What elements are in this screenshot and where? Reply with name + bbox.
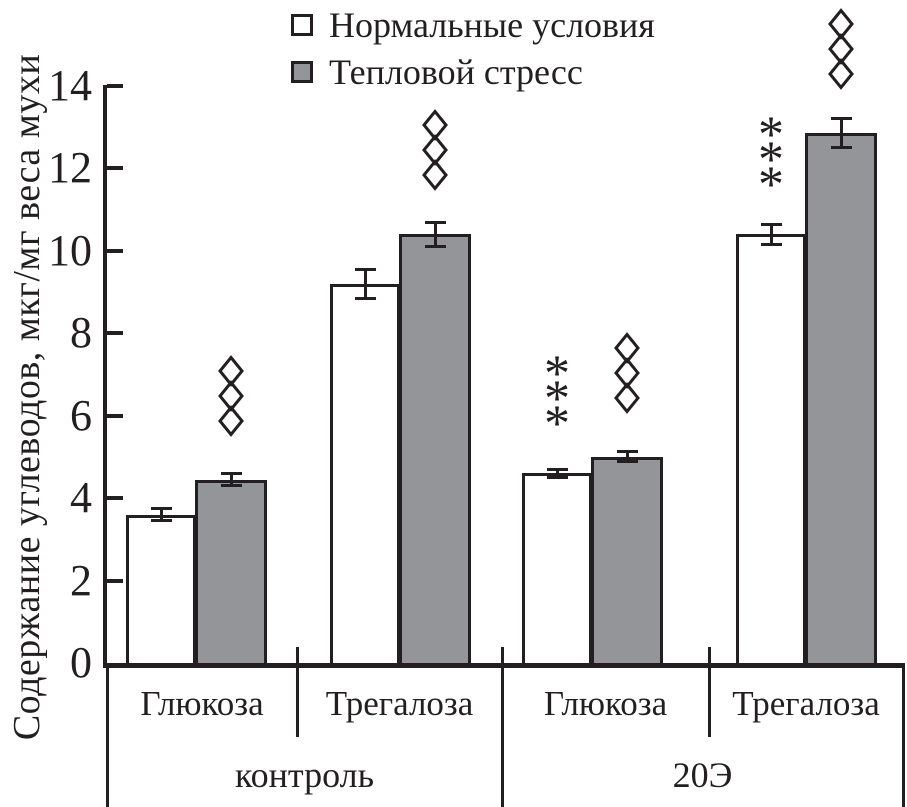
y-tick xyxy=(107,413,123,418)
error-bar-line xyxy=(625,451,629,462)
error-bar-cap-bottom xyxy=(424,245,446,249)
category-label-2: Глюкоза xyxy=(543,684,668,723)
error-bar-cap-top xyxy=(220,471,242,475)
y-tick-label: 12 xyxy=(48,143,92,193)
y-tick xyxy=(107,578,123,583)
table-divider-full xyxy=(901,668,905,807)
error-bar-line xyxy=(433,222,437,247)
category-label-1: Трегалоза xyxy=(325,684,474,723)
bar-normal-1 xyxy=(330,283,400,666)
y-tick-label: 14 xyxy=(48,61,92,110)
bar-stress-2 xyxy=(591,456,663,666)
y-tick-label: 8 xyxy=(70,308,92,358)
error-bar-line xyxy=(769,224,773,245)
error-bar-cap-bottom xyxy=(616,460,638,464)
category-label-3: Трегалоза xyxy=(732,684,880,723)
svg-text:*: * xyxy=(758,132,784,189)
svg-text:*: * xyxy=(544,371,570,428)
table-divider-full xyxy=(105,668,109,807)
svg-text:*: * xyxy=(758,157,784,214)
y-tick-label: 2 xyxy=(70,555,92,605)
y-tick xyxy=(107,331,123,336)
y-tick xyxy=(107,248,123,253)
y-tick xyxy=(107,84,123,88)
y-tick xyxy=(107,166,123,171)
error-bar-cap-bottom xyxy=(760,243,782,247)
bar-normal-0 xyxy=(126,514,196,666)
svg-text:*: * xyxy=(544,346,570,403)
significance-asterisks-icon: * * * xyxy=(754,107,788,214)
bar-stress-1 xyxy=(399,234,471,666)
error-bar-cap-top xyxy=(150,506,172,510)
legend-label-stress: Тепловой стресс xyxy=(329,51,583,92)
y-tick-label: 4 xyxy=(70,473,92,523)
error-bar-cap-top xyxy=(354,267,376,271)
svg-text:*: * xyxy=(544,396,570,453)
table-divider-row1 xyxy=(295,668,299,737)
error-bar-cap-top xyxy=(616,450,638,454)
error-bar-cap-bottom xyxy=(546,476,568,480)
y-tick-label: 10 xyxy=(48,225,92,275)
category-label-0: Глюкоза xyxy=(140,684,264,723)
legend-swatch-stress-icon xyxy=(291,60,313,83)
group-label-1: 20Э xyxy=(672,755,733,795)
legend-item-normal: Нормальные условия xyxy=(291,1,655,48)
error-bar-line xyxy=(363,269,367,299)
y-axis-line xyxy=(103,85,107,668)
error-bar-cap-top xyxy=(830,117,852,121)
y-tick-label: 0 xyxy=(70,638,92,687)
legend-swatch-normal-icon xyxy=(291,13,313,36)
significance-diamonds-icon xyxy=(214,354,248,437)
significance-asterisks-icon: * * * xyxy=(540,346,574,453)
table-divider-full xyxy=(500,668,504,807)
bar-normal-2 xyxy=(522,473,592,666)
error-bar-cap-top xyxy=(546,467,568,471)
error-bar-line xyxy=(555,469,559,478)
group-label-0: контроль xyxy=(234,755,374,795)
legend: Нормальные условия Тепловой стресс xyxy=(291,1,655,95)
x-tick xyxy=(708,647,711,663)
significance-diamonds-icon xyxy=(610,332,644,414)
table-divider-row1 xyxy=(707,668,711,737)
legend-label-normal: Нормальные условия xyxy=(329,4,655,45)
error-bar-cap-bottom xyxy=(220,484,242,488)
y-tick xyxy=(107,496,123,501)
error-bar-line xyxy=(229,473,233,486)
significance-diamonds-icon xyxy=(418,109,452,192)
bar-stress-0 xyxy=(195,479,267,666)
bar-normal-3 xyxy=(736,234,806,666)
x-tick xyxy=(296,647,299,663)
legend-item-stress: Тепловой стресс xyxy=(291,48,655,95)
error-bar-cap-top xyxy=(424,220,446,224)
error-bar-cap-top xyxy=(760,222,782,226)
error-bar-cap-bottom xyxy=(354,296,376,300)
x-axis-line xyxy=(103,663,905,668)
significance-diamonds-icon xyxy=(824,8,858,91)
y-tick-label: 6 xyxy=(70,390,92,440)
svg-text:*: * xyxy=(758,107,784,164)
error-bar-line xyxy=(159,508,163,521)
bar-stress-3 xyxy=(805,133,877,666)
error-bar-cap-bottom xyxy=(830,146,852,150)
x-tick xyxy=(501,647,504,663)
error-bar-cap-bottom xyxy=(150,519,172,523)
error-bar-line xyxy=(839,118,843,148)
